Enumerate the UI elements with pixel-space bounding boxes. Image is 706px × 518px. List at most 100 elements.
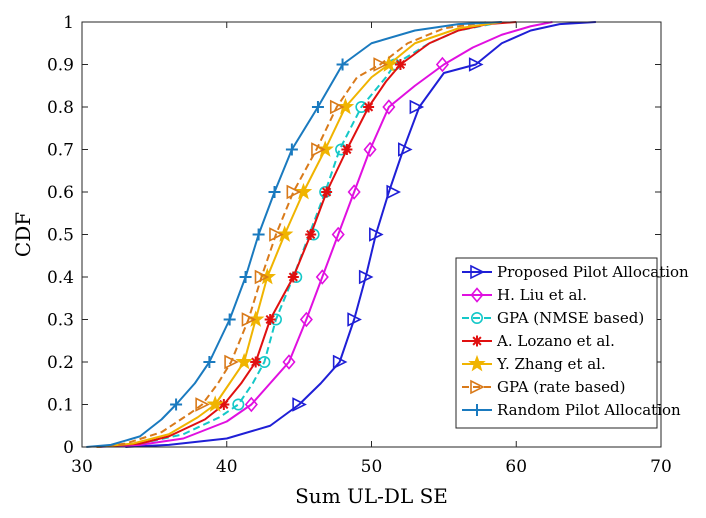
data-point-marker <box>285 143 298 156</box>
y-tick-label: 0 <box>63 438 74 458</box>
legend: Proposed Pilot Allocation H. Liu et al. GP… <box>455 257 689 429</box>
x-tick-label: 40 <box>216 457 238 477</box>
series-line <box>86 21 502 448</box>
legend-entry: Y. Zhang et al. <box>462 354 606 373</box>
data-point-marker <box>252 228 265 241</box>
series-layer <box>86 21 596 448</box>
tick-layer: 30 40 50 60 70 0 0.1 0.2 0.3 0.4 0.5 0.6 0.7 0.8 0.9 1 <box>47 13 672 477</box>
legend-label: Y. Zhang et al. <box>496 355 606 373</box>
legend-label: H. Liu et al. <box>497 286 587 304</box>
data-point-marker <box>386 184 402 200</box>
data-point-marker <box>409 99 425 115</box>
data-point-marker <box>195 397 210 412</box>
series-6 <box>96 21 488 448</box>
data-point-marker <box>315 269 329 285</box>
data-point-marker <box>435 56 449 73</box>
data-point-marker <box>329 99 345 115</box>
data-point-marker <box>321 186 333 198</box>
data-point-marker <box>397 142 413 157</box>
data-point-marker <box>311 142 326 157</box>
data-point-marker <box>282 354 296 370</box>
data-point-marker <box>331 226 345 243</box>
data-point-marker <box>373 57 388 72</box>
y-tick-label: 1 <box>63 13 74 33</box>
data-point-marker <box>336 97 355 115</box>
data-point-marker <box>332 354 348 370</box>
data-point-marker <box>299 311 313 328</box>
x-tick-label: 70 <box>650 457 672 477</box>
y-tick-label: 0.5 <box>47 226 74 246</box>
x-axis-title: Sum UL-DL SE <box>295 484 448 508</box>
data-point-marker <box>305 229 317 240</box>
series-line <box>96 21 502 448</box>
legend-marker <box>468 354 486 372</box>
legend-label: GPA (rate based) <box>497 378 626 396</box>
series-2 <box>96 21 553 448</box>
series-7 <box>86 21 502 448</box>
data-point-marker <box>394 59 406 70</box>
y-tick-label: 0.1 <box>47 396 74 416</box>
legend-entry: Random Pilot Allocation <box>462 401 681 419</box>
series-line <box>96 21 553 448</box>
y-tick-label: 0.4 <box>47 268 74 288</box>
x-tick-label: 30 <box>71 457 93 477</box>
data-point-marker <box>363 101 375 113</box>
legend-marker <box>470 311 483 324</box>
y-tick-label: 0.2 <box>47 353 74 373</box>
series-line <box>96 21 488 448</box>
data-point-marker <box>369 227 384 242</box>
y-tick-label: 0.6 <box>47 183 74 203</box>
data-point-marker <box>239 271 252 283</box>
data-point-marker <box>269 227 284 242</box>
legend-label: GPA (NMSE based) <box>497 309 644 327</box>
y-tick-label: 0.8 <box>47 98 74 118</box>
data-point-marker <box>341 144 353 155</box>
legend-box <box>455 257 658 429</box>
data-point-marker <box>250 356 262 368</box>
legend-marker <box>471 335 483 347</box>
data-point-marker <box>235 352 253 370</box>
data-point-marker <box>170 398 183 411</box>
data-point-marker <box>286 184 302 200</box>
x-tick-label: 60 <box>505 457 527 477</box>
data-point-marker <box>363 141 377 158</box>
data-point-marker <box>264 314 276 325</box>
y-tick-label: 0.9 <box>47 56 74 76</box>
data-point-marker <box>468 57 484 72</box>
data-point-marker <box>294 182 313 200</box>
legend-label: A. Lozano et al. <box>496 332 615 350</box>
data-point-marker <box>232 398 245 411</box>
y-tick-label: 0.3 <box>47 311 74 331</box>
data-point-marker <box>241 312 257 327</box>
data-point-marker <box>224 354 239 370</box>
data-point-marker <box>268 186 281 198</box>
legend-marker <box>471 404 483 416</box>
legend-entry: A. Lozano et al. <box>462 332 615 350</box>
data-point-marker <box>347 312 362 327</box>
data-point-marker <box>223 313 236 326</box>
data-point-marker <box>336 58 349 71</box>
data-point-marker <box>275 225 294 242</box>
y-tick-label: 0.7 <box>47 141 74 161</box>
legend-marker <box>470 287 484 303</box>
data-point-marker <box>292 397 307 412</box>
data-point-marker <box>244 396 258 413</box>
legend-label: Random Pilot Allocation <box>497 401 681 419</box>
legend-entry: GPA (NMSE based) <box>462 309 644 327</box>
series-4 <box>96 21 517 448</box>
data-point-marker <box>287 271 299 283</box>
data-point-marker <box>382 99 396 115</box>
data-point-marker <box>347 184 361 200</box>
legend-marker <box>470 264 485 280</box>
data-point-marker <box>358 269 374 285</box>
y-axis-title: CDF <box>11 212 35 257</box>
legend-entry: H. Liu et al. <box>462 286 587 304</box>
data-point-marker <box>206 395 224 412</box>
x-tick-label: 50 <box>361 457 383 477</box>
data-point-marker <box>311 101 324 113</box>
data-point-marker <box>203 356 216 368</box>
series-line <box>125 21 596 448</box>
legend-entry: GPA (rate based) <box>462 378 626 396</box>
legend-label: Proposed Pilot Allocation <box>497 263 689 281</box>
